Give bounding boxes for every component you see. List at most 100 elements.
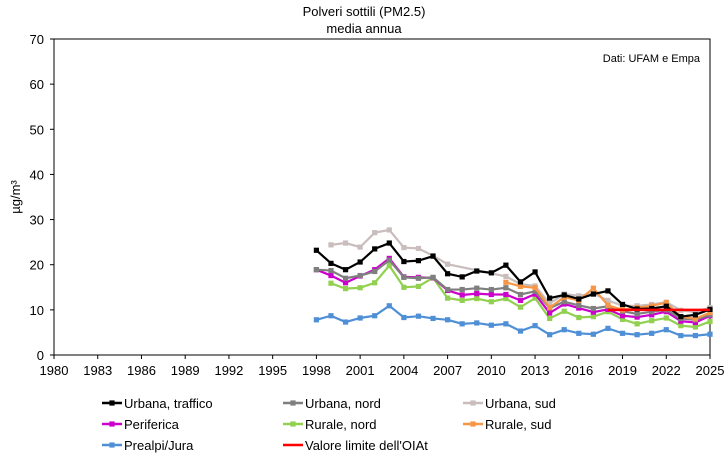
data-point xyxy=(445,261,451,267)
legend-label: Prealpi/Jura xyxy=(124,438,194,453)
legend-label: Urbana, sud xyxy=(485,396,556,411)
data-point xyxy=(415,283,422,289)
legend-item: Rurale, sud xyxy=(463,417,551,432)
legend-item: Prealpi/Jura xyxy=(102,438,194,453)
data-point xyxy=(503,279,509,285)
legend-label: Valore limite dell'OIAt xyxy=(305,438,428,453)
legend-swatch-marker xyxy=(470,400,476,406)
series-line xyxy=(315,256,711,324)
data-point xyxy=(517,304,524,310)
data-point xyxy=(678,323,684,329)
y-tick-label: 30 xyxy=(30,213,44,228)
y-tick-label: 10 xyxy=(30,303,44,318)
data-point xyxy=(386,303,392,309)
data-point xyxy=(328,313,334,319)
data-point xyxy=(532,323,538,329)
data-point xyxy=(707,309,713,316)
data-point xyxy=(342,280,349,286)
data-point xyxy=(517,283,524,289)
data-point xyxy=(692,316,699,322)
series-line xyxy=(316,304,711,337)
data-point xyxy=(386,263,392,269)
data-point xyxy=(430,315,436,322)
data-point xyxy=(459,297,465,303)
data-point xyxy=(576,293,582,299)
data-point xyxy=(692,324,699,330)
data-point xyxy=(372,246,378,252)
data-point xyxy=(605,306,611,313)
legend-swatch-marker xyxy=(109,442,115,448)
data-point xyxy=(649,305,655,312)
data-point xyxy=(459,321,465,327)
data-point xyxy=(649,312,655,318)
data-point xyxy=(459,274,465,280)
data-point xyxy=(488,322,494,328)
data-point xyxy=(372,230,378,236)
data-point xyxy=(663,327,669,333)
legend-item: Urbana, traffico xyxy=(102,396,213,411)
data-point xyxy=(678,332,684,339)
data-point xyxy=(532,269,538,275)
data-point xyxy=(503,285,509,291)
data-point xyxy=(415,258,422,264)
data-point xyxy=(328,280,334,286)
data-point xyxy=(488,286,494,293)
data-point xyxy=(649,303,655,309)
data-point xyxy=(547,300,553,307)
data-point xyxy=(313,267,319,273)
data-point xyxy=(692,309,699,315)
x-tick-label: 1983 xyxy=(83,363,112,378)
data-point xyxy=(649,309,655,315)
y-axis-label: µg/m³ xyxy=(8,180,23,214)
chart-subtitle: media annua xyxy=(326,21,402,36)
data-point xyxy=(634,314,640,320)
data-point xyxy=(357,272,363,279)
data-point xyxy=(459,286,465,293)
data-point xyxy=(605,297,611,303)
legend-swatch-marker xyxy=(470,421,476,427)
legend-item: Valore limite dell'OIAt xyxy=(283,438,428,453)
data-point xyxy=(401,244,407,251)
data-point xyxy=(649,330,655,336)
data-point xyxy=(401,274,407,280)
data-point xyxy=(576,296,582,302)
data-point xyxy=(503,321,509,327)
x-tick-label: 2019 xyxy=(608,363,637,378)
data-point xyxy=(401,314,407,321)
data-point xyxy=(532,295,538,301)
data-point xyxy=(561,308,567,314)
data-point xyxy=(517,291,524,298)
data-point xyxy=(649,318,655,324)
data-point xyxy=(342,286,349,292)
data-point xyxy=(692,312,699,318)
data-point xyxy=(401,284,407,290)
data-point xyxy=(517,297,524,303)
legend-item: Urbana, nord xyxy=(283,396,381,411)
data-point xyxy=(590,314,596,320)
data-point xyxy=(547,315,553,322)
series-line xyxy=(316,258,711,321)
data-point xyxy=(503,273,509,280)
data-point xyxy=(313,317,319,323)
legend: Urbana, traffico Urbana, nord Urbana, sud P… xyxy=(102,396,556,453)
x-tick-label: 1986 xyxy=(127,363,156,378)
data-point xyxy=(663,303,669,309)
legend-swatch-marker xyxy=(290,421,296,427)
data-point xyxy=(619,330,626,336)
data-point xyxy=(488,299,494,305)
data-point xyxy=(386,240,392,246)
y-tick-label: 60 xyxy=(30,77,44,92)
data-point xyxy=(342,319,349,325)
chart-title: Polveri sottili (PM2.5) xyxy=(303,4,426,19)
data-point xyxy=(313,247,319,253)
data-point xyxy=(707,331,713,337)
data-point xyxy=(415,275,422,281)
x-tick-label: 2007 xyxy=(433,363,462,378)
data-point xyxy=(503,291,509,298)
data-point xyxy=(415,245,422,252)
legend-label: Urbana, traffico xyxy=(124,396,213,411)
data-point xyxy=(619,313,626,319)
data-point xyxy=(488,291,494,298)
data-point xyxy=(619,301,626,308)
